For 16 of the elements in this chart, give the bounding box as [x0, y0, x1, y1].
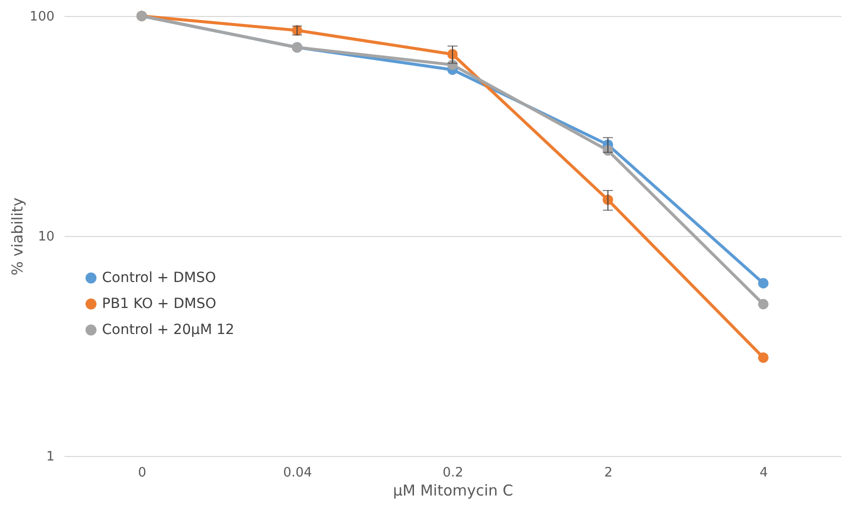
x-tick-label: 0.2 [442, 466, 464, 480]
x-tick-label: 0.04 [283, 466, 312, 480]
point [758, 352, 769, 363]
legend-label: PB1 KO + DMSO [102, 296, 216, 312]
legend-label: Control + 20μM 12 [102, 322, 234, 338]
point [758, 278, 769, 288]
y-tick-label: 100 [30, 10, 54, 24]
x-tick-label: 2 [604, 466, 613, 480]
legend-label: Control + DMSO [102, 270, 216, 286]
x-tick-label: 4 [760, 466, 768, 480]
point [758, 298, 769, 310]
y-axis-title: % viability [8, 197, 27, 276]
x-tick-label: 0 [138, 466, 146, 480]
x-axis-title: μM Mitomycin C [392, 482, 514, 500]
y-tick-label: 1 [46, 450, 54, 464]
y-tick-label: 10 [38, 230, 54, 244]
